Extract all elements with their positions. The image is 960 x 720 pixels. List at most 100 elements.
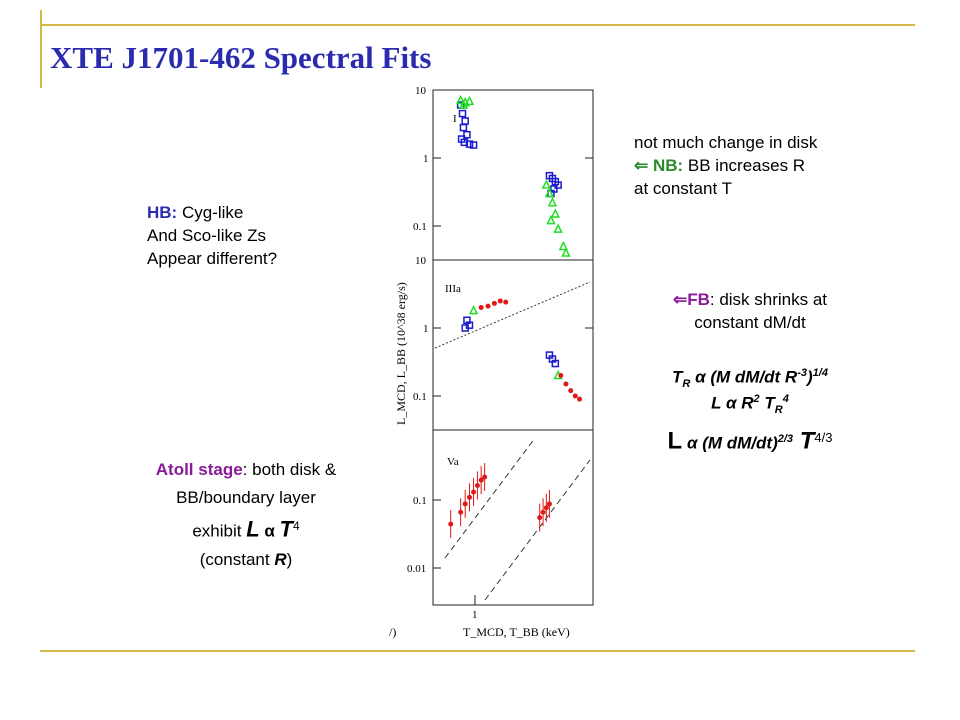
y-axis-label: L_MCD, L_BB (10^38 erg/s) (394, 282, 408, 425)
nb-arrow-icon: ⇐ (634, 156, 653, 175)
data-point-panel1-series1 (459, 123, 468, 132)
data-point-panel2-series1 (551, 359, 560, 368)
panel-3-label: Va (447, 456, 459, 468)
data-point-panel1-series2 (547, 197, 558, 207)
nb-line2: at constant T (634, 179, 732, 198)
data-point-panel1-series1 (458, 109, 467, 118)
data-point-panel2-series3 (497, 298, 503, 304)
data-point-panel1-series2 (546, 214, 556, 225)
eq1-sup1: -3 (797, 367, 807, 379)
panel-1-frame (432, 89, 594, 261)
data-point-panel2-series2 (468, 304, 479, 315)
dotted-fit-line (434, 281, 591, 349)
fb-note: ⇐FB: disk shrinks at constant dM/dt (600, 288, 900, 334)
equation-2: L α R2 TR4 (600, 388, 900, 422)
data-point-panel1-series1 (465, 140, 474, 148)
dashed-line-1 (444, 437, 536, 559)
eq2-a: L α R (711, 393, 754, 413)
data-point-panel3-series1 (448, 521, 454, 527)
x-axis-label: T_MCD, T_BB (keV) (463, 625, 570, 639)
ytick-p2-01: 0.1 (413, 391, 427, 403)
eq3-l: L (667, 427, 683, 455)
cut-text: /) (389, 625, 396, 639)
panel-2-label: IIIa (445, 283, 461, 295)
nb-label: NB: (652, 156, 684, 175)
eq3-t: T (793, 427, 815, 455)
tick-marks (433, 89, 593, 605)
dashed-line-2 (484, 459, 591, 601)
panel-3-frame (432, 429, 594, 606)
equation-1: TR α (M dM/dt R-3)1/4 (600, 362, 900, 396)
data-point-panel3-series1 (537, 515, 543, 521)
ytick-p1-1: 1 (423, 153, 429, 165)
data-point-panel1-series2 (464, 95, 475, 106)
data-point-panel3-series1 (458, 509, 464, 515)
fb-line1: : disk shrinks at (709, 290, 828, 309)
atoll-line4: (constant (199, 549, 275, 569)
fb-label: FB (687, 290, 710, 309)
data-point-panel2-series3 (478, 305, 484, 311)
equation-3: L α (M dM/dt)2/3 T4/3 (600, 426, 900, 455)
atoll-t: T (279, 516, 293, 542)
data-point-panel1-series2 (541, 179, 552, 189)
data-point-panel1-series1 (469, 141, 478, 149)
slide-title: XTE J1701-462 Spectral Fits (50, 40, 432, 75)
atoll-line4b: ) (286, 549, 293, 569)
hb-line2: And Sco-like Zs (147, 226, 267, 245)
atoll-note: Atoll stage: both disk & BB/boundary lay… (106, 456, 386, 574)
eq2-sup2: 4 (782, 393, 789, 405)
hb-line3: Appear different? (147, 249, 278, 268)
data-point-panel2-series3 (558, 373, 564, 379)
data-point-panel1-series2 (550, 208, 561, 218)
disk-line: not much change in disk (634, 133, 818, 152)
data-points (448, 94, 583, 539)
data-point-panel1-series2 (458, 99, 469, 109)
data-point-panel3-series1 (474, 482, 480, 488)
eq3-body: α (M dM/dt) (682, 433, 778, 453)
spectral-fit-figure: I IIIa Va 10 1 0.1 10 1 0.1 0.1 0.01 L_M… (389, 85, 594, 639)
bottom-rule (40, 650, 915, 652)
data-point-panel2-series3 (491, 300, 497, 306)
data-point-panel2-series3 (568, 388, 574, 394)
fb-line2: constant dM/dt (694, 313, 806, 332)
data-point-panel1-series1 (461, 117, 469, 125)
data-point-panel2-series3 (563, 381, 569, 387)
atoll-line1: : both disk & (242, 460, 337, 479)
eq1-body: α (M dM/dt R (690, 367, 798, 387)
eq1-close: ) (807, 367, 813, 387)
atoll-alpha: α (259, 521, 280, 541)
data-point-panel3-series1 (482, 474, 488, 480)
ytick-p1-10: 10 (415, 85, 427, 97)
data-point-panel1-series2 (455, 94, 466, 105)
data-point-panel2-series3 (577, 396, 583, 402)
ytick-p2-1: 1 (423, 323, 429, 335)
eq3-sup: 2/3 (777, 433, 794, 445)
data-point-panel2-series3 (572, 393, 578, 399)
data-point-panel3-series1 (462, 501, 468, 507)
eq1-t: T (672, 367, 683, 387)
eq3-sup2: 4/3 (814, 430, 833, 445)
data-point-panel3-series1 (546, 501, 552, 507)
hb-note: HB: Cyg-like And Sco-like Zs Appear diff… (147, 201, 277, 270)
data-point-panel3-series1 (466, 494, 472, 500)
eq2-sup: 2 (753, 393, 760, 405)
ytick-p3-01: 0.1 (413, 495, 427, 507)
atoll-r: R (274, 549, 287, 569)
atoll-sup: 4 (293, 519, 300, 533)
data-point-panel1-series2 (544, 187, 555, 198)
fb-arrow-icon: ⇐ (672, 290, 688, 309)
eq1-sub: R (682, 378, 691, 391)
ytick-p2-10: 10 (415, 255, 427, 267)
nb-line1: BB increases R (683, 156, 806, 175)
data-point-panel3-series1 (471, 489, 477, 495)
atoll-line3: exhibit (192, 521, 247, 541)
data-point-panel2-series1 (465, 321, 474, 329)
left-rule (40, 10, 42, 88)
eq2-b: T (759, 393, 775, 413)
atoll-label: Atoll stage (155, 460, 243, 479)
data-point-panel1-series1 (554, 181, 562, 189)
data-point-panel3-series1 (540, 509, 546, 515)
nb-note: not much change in disk ⇐ NB: BB increas… (634, 131, 817, 200)
hb-label: HB: (147, 203, 178, 222)
eq1-sup2: 1/4 (812, 367, 828, 379)
